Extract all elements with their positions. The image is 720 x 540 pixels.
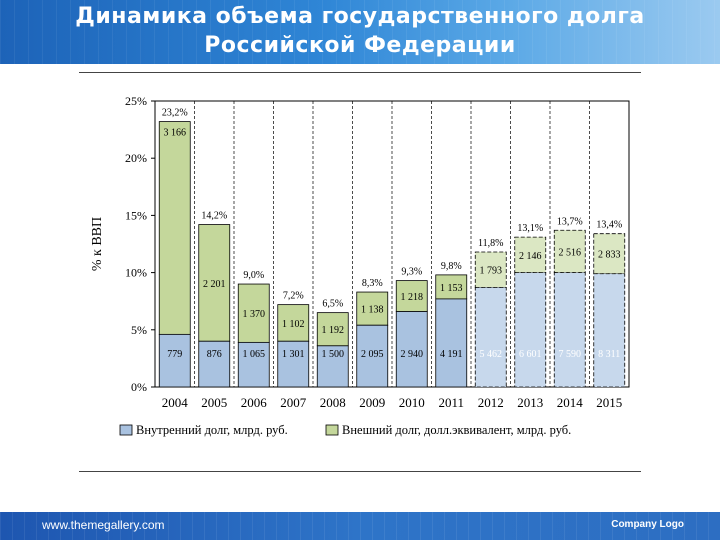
- bar-total-label: 13,7%: [557, 216, 583, 227]
- bar-external-debt: [435, 274, 468, 300]
- chart-frame: 0% 5% 10% 15% 20% 25% % к ВВП 779 3 166 23,2% 2004…: [79, 72, 641, 472]
- bar-external-label: 1 192: [322, 325, 345, 336]
- bar-total-label: 23,2%: [162, 108, 188, 119]
- bar-internal-label: 4 191: [440, 349, 463, 360]
- bar-internal-label: 7 590: [559, 349, 582, 360]
- bar-external-label: 2 201: [203, 279, 226, 290]
- bar-external-debt: [237, 283, 270, 343]
- bar-internal-debt: [435, 298, 468, 388]
- bar-external-label: 1 138: [361, 305, 384, 316]
- x-tick-label: 2009: [359, 395, 385, 410]
- bar-internal-label: 779: [167, 349, 182, 360]
- y-tick-label: 20%: [125, 151, 147, 165]
- x-tick-label: 2007: [280, 395, 307, 410]
- website-link[interactable]: www.themegallery.com: [42, 518, 165, 532]
- bar-internal-label: 2 095: [361, 349, 384, 360]
- bar-internal-debt: [277, 340, 310, 388]
- bar-external-label: 3 166: [164, 128, 187, 139]
- x-tick-label: 2012: [478, 395, 504, 410]
- bar-total-label: 14,2%: [201, 211, 227, 222]
- bar-internal-debt: [395, 311, 428, 388]
- legend-label-external: Внешний долг, долл.эквивалент, млрд. руб…: [342, 423, 571, 437]
- bar-total-label: 13,1%: [517, 223, 543, 234]
- y-tick-label: 0%: [131, 380, 147, 394]
- bar-internal-label: 876: [207, 349, 222, 360]
- x-tick-label: 2013: [517, 395, 543, 410]
- bar-internal-label: 8 311: [598, 349, 620, 360]
- x-tick-label: 2011: [438, 395, 464, 410]
- bar-internal-label: 1 065: [243, 349, 266, 360]
- x-tick-label: 2014: [557, 395, 584, 410]
- bar-external-label: 1 793: [480, 266, 503, 277]
- x-tick-label: 2004: [162, 395, 189, 410]
- bar-total-label: 13,4%: [596, 220, 622, 231]
- slide-header: Динамика объема государственного долга Р…: [0, 0, 720, 64]
- x-tick-label: 2005: [201, 395, 227, 410]
- company-logo: Company Logo: [611, 519, 684, 530]
- bar-external-debt: [514, 236, 547, 274]
- bar-total-label: 6,5%: [322, 299, 343, 310]
- bar-internal-label: 6 601: [519, 349, 542, 360]
- legend-swatch-internal: [119, 424, 133, 436]
- x-tick-label: 2008: [320, 395, 346, 410]
- bar-internal-label: 1 301: [282, 349, 305, 360]
- slide-footer: www.themegallery.com Company Logo: [0, 512, 720, 540]
- title-line-2: Российской Федерации: [204, 33, 516, 58]
- y-tick-label: 10%: [125, 266, 147, 280]
- bar-external-debt: [198, 224, 231, 342]
- bar-external-debt: [158, 121, 191, 335]
- bar-total-label: 9,8%: [441, 261, 462, 272]
- x-tick-label: 2006: [241, 395, 268, 410]
- bar-total-label: 9,3%: [401, 267, 422, 278]
- x-tick-label: 2010: [399, 395, 425, 410]
- bar-external-label: 2 516: [559, 247, 582, 258]
- bar-total-label: 9,0%: [243, 270, 264, 281]
- bar-external-debt: [593, 233, 626, 275]
- bar-internal-debt: [316, 345, 349, 388]
- legend-swatch-external: [325, 424, 339, 436]
- bar-total-label: 8,3%: [362, 278, 383, 289]
- bar-internal-debt: [237, 341, 270, 388]
- bar-internal-debt: [198, 340, 231, 388]
- bar-external-label: 1 153: [440, 283, 463, 294]
- debt-chart: 0% 5% 10% 15% 20% 25% % к ВВП 779 3 166 23,2% 2004…: [90, 94, 630, 437]
- y-axis-label: % к ВВП: [90, 217, 105, 271]
- bar-external-label: 2 146: [519, 251, 542, 262]
- bar-internal-debt: [356, 324, 389, 388]
- y-tick-label: 25%: [125, 94, 147, 108]
- bar-internal-debt: [474, 287, 507, 388]
- y-tick-label: 15%: [125, 208, 147, 222]
- bar-internal-label: 2 940: [401, 349, 424, 360]
- bar-internal-label: 1 500: [322, 349, 345, 360]
- bar-total-label: 7,2%: [283, 291, 304, 302]
- slide-title: Динамика объема государственного долга Р…: [0, 2, 720, 60]
- bar-external-debt: [277, 304, 310, 342]
- bar-external-label: 1 370: [243, 309, 266, 320]
- bar-internal-label: 5 462: [480, 349, 503, 360]
- bar-internal-debt: [514, 272, 547, 388]
- bar-internal-debt: [593, 273, 626, 388]
- bar-internal-debt: [158, 333, 191, 388]
- x-tick-label: 2015: [596, 395, 622, 410]
- legend-label-internal: Внутренний долг, млрд. руб.: [136, 423, 288, 437]
- bar-external-debt: [553, 229, 586, 274]
- y-tick-label: 5%: [131, 323, 147, 337]
- bar-total-label: 11,8%: [478, 238, 503, 249]
- bar-internal-debt: [553, 272, 586, 388]
- bar-external-label: 1 102: [282, 319, 305, 330]
- bar-external-debt: [474, 251, 507, 288]
- bar-external-label: 2 833: [598, 250, 621, 261]
- title-line-1: Динамика объема государственного долга: [75, 4, 645, 29]
- bar-external-debt: [395, 280, 428, 312]
- bar-external-label: 1 218: [401, 292, 424, 303]
